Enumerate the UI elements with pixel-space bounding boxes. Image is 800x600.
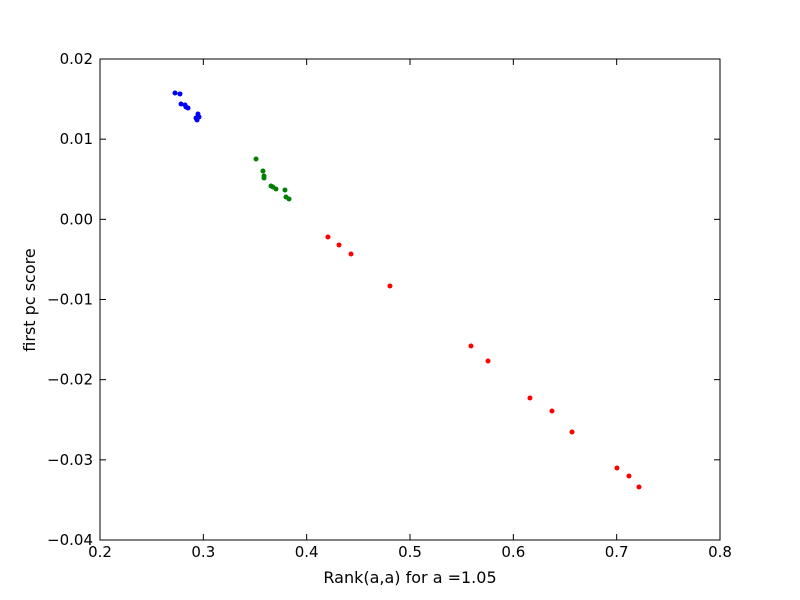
point [636, 484, 642, 490]
point [325, 234, 331, 240]
point [194, 117, 200, 123]
point [195, 111, 201, 117]
point [569, 429, 575, 435]
point [549, 408, 555, 414]
y-axis-label: first pc score [20, 248, 39, 351]
y-tick-label: −0.03 [47, 451, 93, 469]
point [177, 91, 183, 97]
point [485, 358, 491, 364]
plot-frame [99, 58, 721, 541]
point [387, 283, 393, 289]
x-tick-label: 0.5 [398, 543, 422, 561]
point [468, 343, 474, 349]
x-tick-label: 0.8 [708, 543, 732, 561]
point [286, 196, 292, 202]
x-tick-label: 0.3 [191, 543, 215, 561]
x-tick-label: 0.4 [295, 543, 319, 561]
y-tick-label: 0.00 [60, 210, 93, 228]
point [527, 395, 533, 401]
point [348, 251, 354, 257]
point [336, 242, 342, 248]
x-axis-label: Rank(a,a) for a =1.05 [323, 568, 496, 587]
point [185, 105, 191, 111]
point [273, 186, 279, 192]
x-tick-label: 0.2 [88, 543, 112, 561]
point [626, 473, 632, 479]
y-tick-label: −0.04 [47, 531, 93, 549]
x-tick-label: 0.6 [501, 543, 525, 561]
point [253, 156, 259, 162]
point [282, 187, 288, 193]
point [614, 465, 620, 471]
y-tick-label: −0.02 [47, 371, 93, 389]
point [261, 175, 267, 181]
y-tick-label: −0.01 [47, 291, 93, 309]
point [260, 168, 266, 174]
y-tick-label: 0.02 [60, 50, 93, 68]
point [178, 101, 184, 107]
point [172, 90, 178, 96]
y-tick-label: 0.01 [60, 130, 93, 148]
x-tick-label: 0.7 [605, 543, 629, 561]
